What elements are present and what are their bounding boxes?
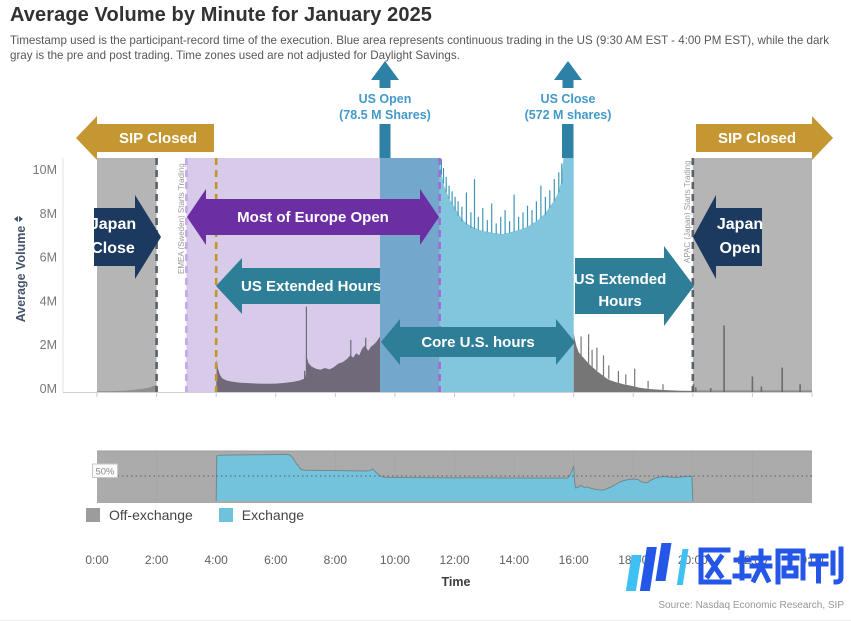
overnight-spike (723, 325, 725, 392)
session-band (692, 158, 812, 392)
overnight-spike (760, 386, 763, 392)
y-tick-label: 2M (40, 338, 57, 352)
page-title: Average Volume by Minute for January 202… (10, 4, 433, 26)
source-credit: Source: Nasdaq Economic Research, SIP (658, 600, 844, 611)
core-hours-label: Core U.S. hours (421, 334, 534, 351)
x-tick-label: 12:00 (439, 553, 469, 567)
europe-open-label: Most of Europe Open (237, 209, 389, 226)
off-exchange-swatch (86, 508, 100, 522)
x-tick-label: 14:00 (499, 553, 529, 567)
us-extended-morning-label: US Extended Hours (241, 278, 381, 295)
sip-closed-left-arrow: SIP Closed (76, 116, 214, 160)
apac-starts-trading-label: APAC (Japan) Starts Trading (683, 160, 692, 263)
japan-open-line1: Japan (717, 216, 763, 233)
core-hours-arrow: Core U.S. hours (381, 319, 575, 365)
overnight-ramp-area (97, 384, 157, 392)
watermark-cjk-strokes (698, 546, 844, 585)
us-open-value: (78.5 M Shares) (339, 108, 431, 122)
legend-item-off-exchange[interactable]: Off-exchange (86, 507, 193, 523)
japan-close-line1: Japan (90, 216, 136, 233)
overnight-spike (695, 387, 697, 392)
fifty-percent-text: 50% (95, 467, 115, 478)
watermark-bars-icon (625, 543, 672, 591)
pre-market-area (216, 336, 380, 392)
chart-subtitle: Timestamp used is the participant-record… (10, 34, 830, 63)
exchange-share-area (216, 454, 693, 501)
up-arrow-icon (371, 61, 399, 88)
y-tick-label: 8M (40, 207, 57, 221)
session-band (97, 158, 157, 392)
axis-layer: 0M 2M 4M 6M 8M 10M 0:00 2:00 4:00 6:00 8:00 10:00 12… (33, 158, 824, 567)
x-tick-label: 16:00 (559, 553, 589, 567)
x-tick-label: 0:00 (85, 553, 109, 567)
overnight-spike (709, 388, 712, 392)
post-market-area (573, 333, 693, 392)
y-tick-label: 6M (40, 251, 57, 265)
sip-closed-right-arrow: SIP Closed (696, 116, 833, 160)
sip-closed-left-label: SIP Closed (119, 130, 197, 147)
emea-starts-trading-label: EMEA (Sweden) Starts Trading (177, 163, 186, 274)
off-exchange-label: Off-exchange (109, 507, 193, 523)
us-open-stem (379, 124, 391, 158)
session-boundary-lines (155, 158, 695, 392)
japan-open-arrow: Japan Open (693, 195, 763, 279)
x-tick-label: 10:00 (380, 553, 410, 567)
sort-icon[interactable] (14, 215, 23, 222)
exchange-label: Exchange (241, 507, 305, 523)
overnight-spike (751, 376, 754, 392)
y-axis-title: Average Volume (14, 164, 28, 374)
us-extended-morning-arrow: US Extended Hours (216, 258, 381, 314)
up-arrow-icon (554, 61, 582, 88)
y-tick-label: 10M (33, 163, 57, 177)
japan-close-arrow: Japan Close (90, 195, 161, 279)
overnight-spike (781, 367, 783, 392)
us-close-callout: US Close (572 M shares) (525, 61, 612, 158)
fifty-percent-label: 50% (92, 463, 118, 478)
x-tick-label: 4:00 (204, 553, 228, 567)
us-extended-evening-line2: Hours (598, 293, 641, 310)
us-extended-evening-line1: US Extended (574, 271, 667, 288)
y-tick-label: 4M (40, 294, 57, 308)
sip-closed-right-label: SIP Closed (718, 130, 796, 147)
overnight-spike (799, 384, 801, 392)
us-close-label: US Close (541, 92, 596, 106)
europe-open-arrow: Most of Europe Open (187, 189, 439, 245)
legend-item-exchange[interactable]: Exchange (218, 507, 305, 523)
legend: Off-exchange Exchange (86, 507, 330, 523)
exchange-swatch (218, 508, 233, 522)
ratio-chart-plot[interactable] (95, 450, 812, 503)
us-open-callout: US Open (78.5 M Shares) (339, 61, 431, 158)
us-close-stem (562, 124, 574, 158)
watermark-logo: 区块周刊 (594, 527, 844, 604)
watermark-graphic (625, 543, 844, 591)
us-close-value: (572 M shares) (525, 108, 612, 122)
us-open-label: US Open (359, 92, 412, 106)
x-tick-label: 2:00 (145, 553, 169, 567)
y-tick-label: 0M (40, 382, 57, 396)
x-tick-label: 8:00 (324, 553, 348, 567)
x-axis-title: Time (442, 575, 471, 589)
japan-close-line2: Close (91, 240, 135, 257)
x-tick-label: 6:00 (264, 553, 288, 567)
y-axis-title-text: Average Volume (14, 225, 28, 323)
us-extended-evening-arrow: US Extended Hours (574, 246, 694, 326)
japan-open-line2: Open (720, 240, 761, 257)
